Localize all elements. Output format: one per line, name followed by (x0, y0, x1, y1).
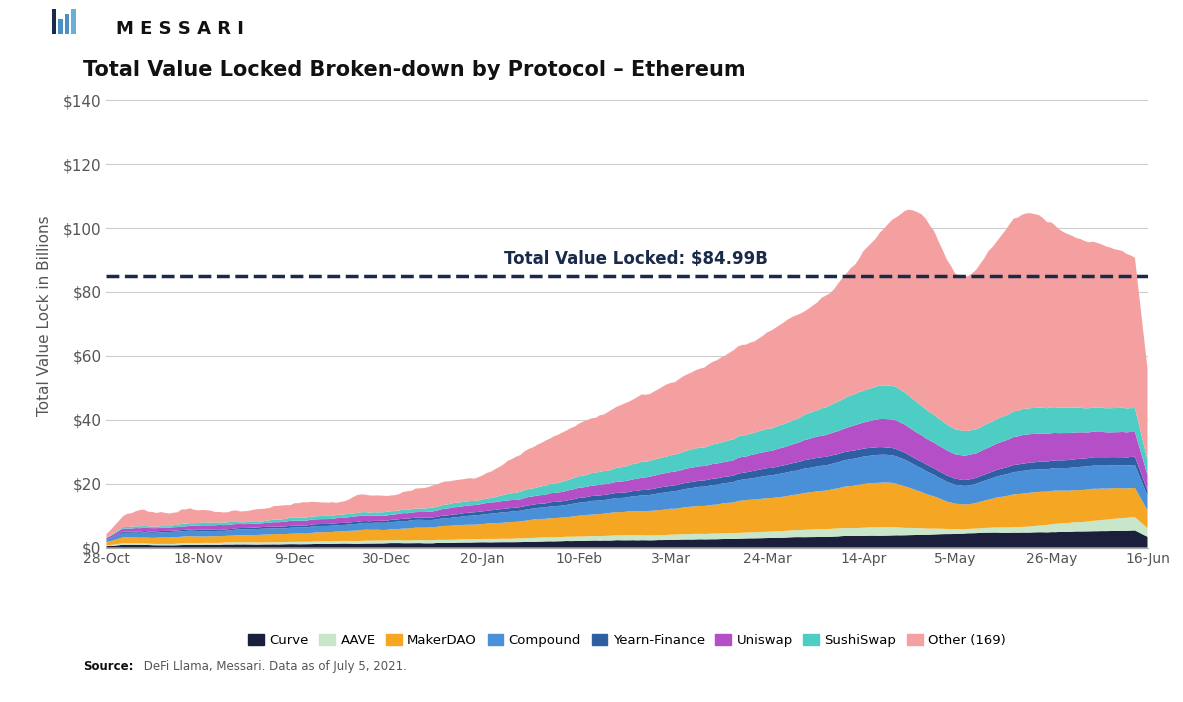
Text: Total Value Locked: $84.99B: Total Value Locked: $84.99B (504, 250, 768, 268)
Text: M E S S A R I: M E S S A R I (116, 20, 244, 38)
Bar (52, 9, 57, 34)
Bar (71, 9, 76, 34)
Text: Source:: Source: (83, 659, 134, 673)
Bar (58, 19, 63, 34)
Text: DeFi Llama, Messari. Data as of July 5, 2021.: DeFi Llama, Messari. Data as of July 5, … (140, 659, 407, 673)
Text: Total Value Locked Broken-down by Protocol – Ethereum: Total Value Locked Broken-down by Protoc… (83, 60, 745, 79)
Bar (65, 14, 70, 34)
Legend: Curve, AAVE, MakerDAO, Compound, Yearn-Finance, Uniswap, SushiSwap, Other (169): Curve, AAVE, MakerDAO, Compound, Yearn-F… (243, 628, 1011, 652)
Y-axis label: Total Value Lock in Billions: Total Value Lock in Billions (37, 216, 52, 416)
